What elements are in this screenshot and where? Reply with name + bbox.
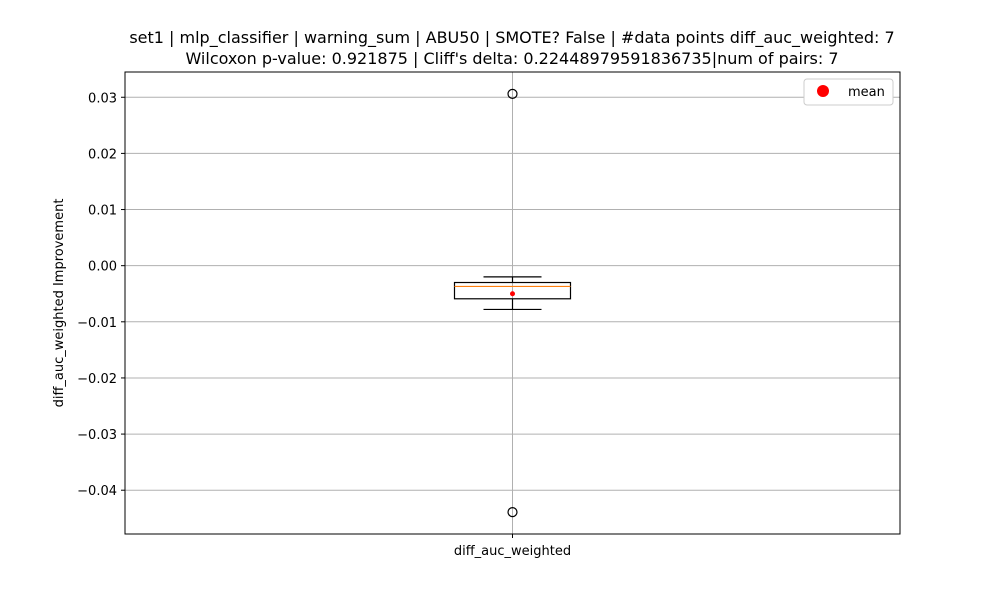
y-tick-label: 0.03 [88, 91, 117, 106]
grid-lines [125, 72, 900, 534]
chart-title-line-2: Wilcoxon p-value: 0.921875 | Cliff's del… [185, 49, 838, 68]
mean-marker [510, 291, 515, 297]
legend-mean-label: mean [848, 85, 885, 100]
outlier-point [507, 507, 518, 518]
legend-mean-marker [817, 85, 829, 97]
iqr-box [453, 281, 572, 300]
y-tick-label: 0.00 [88, 260, 117, 275]
x-tick-label: diff_auc_weighted [454, 544, 571, 559]
legend: mean [803, 78, 894, 106]
outlier-point [507, 88, 518, 99]
axis-ticks: −0.04 −0.03 −0.02 −0.01 0.00 0.01 0.02 0.03 diff… [77, 91, 571, 559]
y-tick-label: −0.01 [77, 316, 117, 331]
y-tick-label: 0.01 [88, 204, 117, 219]
chart-title-line-1: set1 | mlp_classifier | warning_sum | AB… [129, 28, 894, 48]
legend-box [803, 78, 894, 106]
box-plot [453, 88, 572, 518]
y-tick-label: −0.02 [77, 372, 117, 387]
y-tick-label: 0.02 [88, 147, 117, 162]
y-axis-label: diff_auc_weighted Improvement [52, 199, 67, 408]
y-tick-label: −0.03 [77, 428, 117, 443]
y-tick-label: −0.04 [77, 484, 117, 499]
